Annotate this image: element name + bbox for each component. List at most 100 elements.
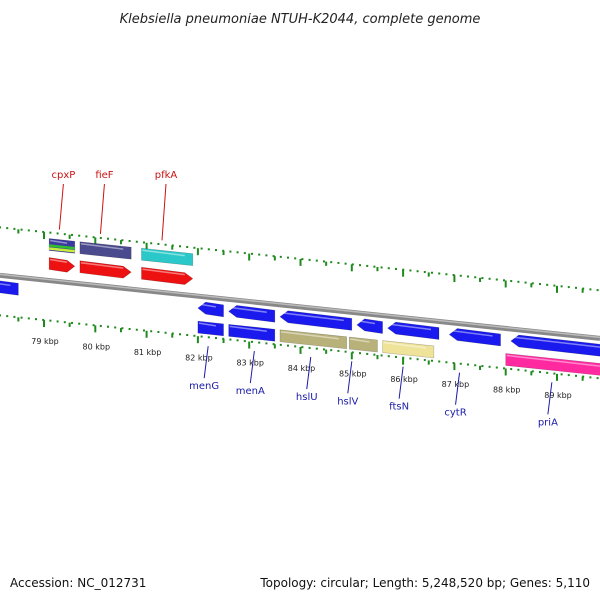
forward-feature-0-shine: [50, 239, 68, 244]
scale-dot: [186, 246, 189, 249]
scale-dot: [553, 284, 556, 287]
scale-dot: [63, 321, 66, 324]
scale-dot: [78, 234, 81, 237]
gene-label-leader: [99, 183, 105, 234]
reverse-feature-2-shine: [280, 331, 339, 340]
scale-dot: [330, 349, 333, 352]
scale-dot: [575, 286, 577, 289]
gene-label: pfkA: [155, 170, 178, 181]
scale-dot: [85, 323, 88, 326]
upper-gene-labels: cpxP fieF pfkA: [51, 170, 178, 241]
scale-dot: [128, 239, 131, 242]
gene-label: cpxP: [51, 170, 75, 181]
scale-dot: [395, 355, 397, 358]
scale-dot: [243, 252, 246, 255]
scale-dot: [265, 254, 268, 257]
scale-dot: [452, 362, 455, 365]
gene-label: ftsN: [389, 402, 409, 413]
gene-label-leader: [547, 382, 553, 415]
scale-dot: [481, 277, 484, 280]
scale-dot: [517, 368, 520, 371]
backbone-line: [0, 272, 600, 341]
scale-dot: [344, 262, 347, 265]
scale-dot: [272, 343, 275, 346]
scale-dot: [99, 324, 102, 327]
reverse-gene-1-shine: [198, 303, 216, 308]
reverse-feature-2: [279, 329, 347, 350]
reverse-feature-0-shine: [198, 322, 216, 327]
scale-dot: [179, 333, 181, 336]
scale-dot: [207, 248, 210, 251]
scale-dot: [85, 235, 88, 238]
reverse-gene-4: [356, 318, 383, 334]
feature-stripe-lime: [48, 247, 75, 253]
reverse-feature-1: [228, 324, 276, 342]
scale-dot: [107, 237, 109, 240]
scale-dot: [380, 354, 383, 357]
reverse-gene-2: [228, 305, 276, 323]
scale-dot: [157, 331, 160, 334]
scale-dot: [315, 259, 318, 262]
reverse-gene-3: [279, 310, 353, 331]
scale-dot: [243, 340, 246, 343]
scale-dot: [495, 366, 498, 369]
kbp-label: 81 kbp: [134, 348, 162, 357]
scale-dot: [222, 337, 225, 340]
scale-dot: [546, 371, 549, 374]
scale-dot: [20, 228, 23, 231]
lower-gene-labels: menG menA hslU hslV ftsN cytR priA: [189, 346, 558, 428]
scale-dot: [287, 256, 289, 259]
scale-dot: [272, 255, 275, 258]
scale-dot: [459, 362, 462, 365]
scale-dot: [35, 318, 37, 321]
scale-dot: [560, 285, 563, 288]
scale-dot: [258, 253, 261, 256]
scale-dot: [143, 329, 145, 332]
scale-dot: [524, 281, 527, 284]
scale-dot: [344, 350, 347, 353]
scale-dot: [164, 243, 167, 246]
reverse-feature-4: [382, 340, 435, 359]
scale-dot: [186, 334, 189, 337]
scale-dot: [517, 280, 520, 283]
gene-label-leader: [161, 183, 167, 241]
scale-dot: [596, 289, 599, 292]
scale-dot: [409, 269, 412, 272]
gene-label: fieF: [95, 170, 113, 181]
scale-dot: [71, 321, 73, 324]
scale-dot: [99, 236, 102, 239]
scale-dot: [301, 346, 304, 349]
scale-dot: [531, 370, 534, 373]
gene-label: priA: [538, 417, 558, 428]
upper-dotted-scale: [0, 226, 599, 293]
scale-dot: [42, 230, 45, 233]
scale-dot: [236, 251, 239, 254]
scale-dot: [445, 361, 448, 364]
scale-dot: [35, 230, 37, 233]
gene-label: menA: [236, 386, 265, 397]
scale-dot: [380, 266, 383, 269]
scale-dot: [308, 346, 311, 349]
reverse-gene-7: [510, 334, 600, 357]
scale-dot: [423, 270, 426, 273]
scale-dot: [308, 258, 311, 261]
scale-dot: [0, 226, 1, 229]
scale-dot: [6, 227, 9, 230]
scale-dot: [92, 236, 95, 239]
scale-dot: [575, 374, 577, 377]
scale-dot: [495, 278, 498, 281]
scale-dot: [135, 328, 138, 331]
scale-dot: [251, 340, 253, 343]
reverse-gene-1: [197, 301, 224, 318]
scale-dot: [423, 358, 426, 361]
scale-dot: [135, 240, 138, 243]
scale-dot: [179, 245, 181, 248]
scale-dot: [531, 282, 534, 285]
reverse-gene-4-shine: [357, 320, 376, 325]
scale-dot: [279, 343, 282, 346]
kbp-label: 79 kbp: [31, 337, 59, 346]
gene-label: menG: [189, 381, 219, 392]
scale-dot: [488, 277, 491, 280]
scale-dot: [236, 339, 239, 342]
